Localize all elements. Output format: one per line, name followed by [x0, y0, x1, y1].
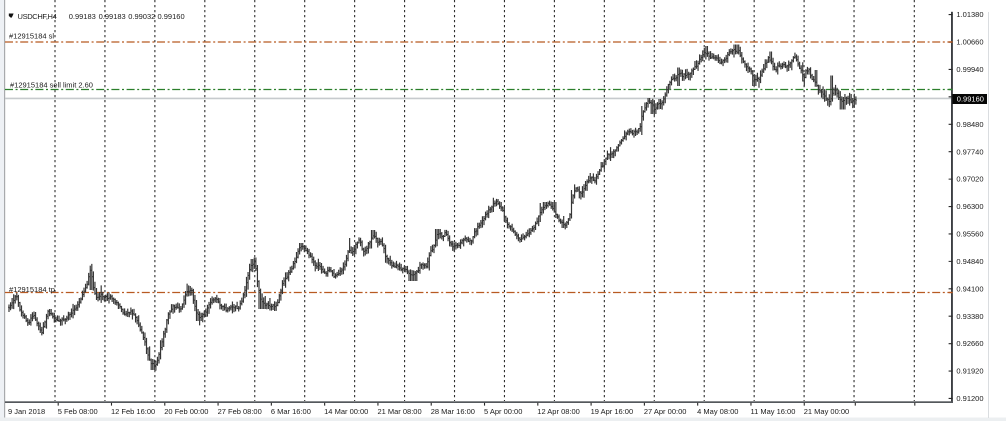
svg-text:0.94100: 0.94100: [956, 284, 983, 293]
svg-text:21 May 00:00: 21 May 00:00: [804, 407, 849, 416]
svg-text:0.99032: 0.99032: [128, 12, 155, 21]
svg-text:0.97740: 0.97740: [956, 147, 983, 156]
svg-text:0.98480: 0.98480: [956, 120, 983, 129]
svg-text:0.91200: 0.91200: [956, 394, 983, 403]
svg-text:#12915184 tp: #12915184 tp: [9, 285, 55, 294]
svg-text:0.96300: 0.96300: [956, 202, 983, 211]
svg-text:11 May 16:00: 11 May 16:00: [750, 407, 795, 416]
svg-text:0.99183: 0.99183: [99, 12, 126, 21]
svg-text:20 Feb 00:00: 20 Feb 00:00: [164, 407, 208, 416]
svg-text:0.91920: 0.91920: [956, 367, 983, 376]
svg-text:0.99160: 0.99160: [158, 12, 185, 21]
svg-text:5 Feb 08:00: 5 Feb 08:00: [58, 407, 98, 416]
svg-text:0.95560: 0.95560: [956, 230, 983, 239]
svg-text:28 Mar 16:00: 28 Mar 16:00: [431, 407, 475, 416]
svg-text:1.00660: 1.00660: [956, 38, 983, 47]
svg-text:14 Mar 00:00: 14 Mar 00:00: [324, 407, 368, 416]
svg-text:0.99183: 0.99183: [69, 12, 96, 21]
svg-text:0.97020: 0.97020: [956, 175, 983, 184]
svg-text:1.01380: 1.01380: [956, 10, 983, 19]
svg-text:21 Mar 08:00: 21 Mar 08:00: [377, 407, 421, 416]
svg-text:6 Mar 16:00: 6 Mar 16:00: [271, 407, 311, 416]
svg-text:#12915184 sell limit 2.60: #12915184 sell limit 2.60: [10, 81, 93, 90]
svg-text:0.99940: 0.99940: [956, 65, 983, 74]
svg-text:0.99160: 0.99160: [957, 95, 984, 104]
svg-text:4 May 08:00: 4 May 08:00: [697, 407, 738, 416]
svg-text:#12915184 sl: #12915184 sl: [9, 31, 54, 40]
svg-text:USDCHF,H4: USDCHF,H4: [18, 12, 57, 21]
svg-text:9 Jan 2018: 9 Jan 2018: [8, 407, 45, 416]
svg-text:27 Apr 00:00: 27 Apr 00:00: [644, 407, 687, 416]
svg-text:12 Feb 16:00: 12 Feb 16:00: [111, 407, 155, 416]
svg-text:19 Apr 16:00: 19 Apr 16:00: [591, 407, 634, 416]
svg-text:12 Apr 08:00: 12 Apr 08:00: [537, 407, 580, 416]
svg-text:27 Feb 08:00: 27 Feb 08:00: [218, 407, 262, 416]
svg-text:0.93380: 0.93380: [956, 312, 983, 321]
svg-text:5 Apr 00:00: 5 Apr 00:00: [484, 407, 522, 416]
svg-text:0.94840: 0.94840: [956, 257, 983, 266]
svg-text:0.92660: 0.92660: [956, 339, 983, 348]
